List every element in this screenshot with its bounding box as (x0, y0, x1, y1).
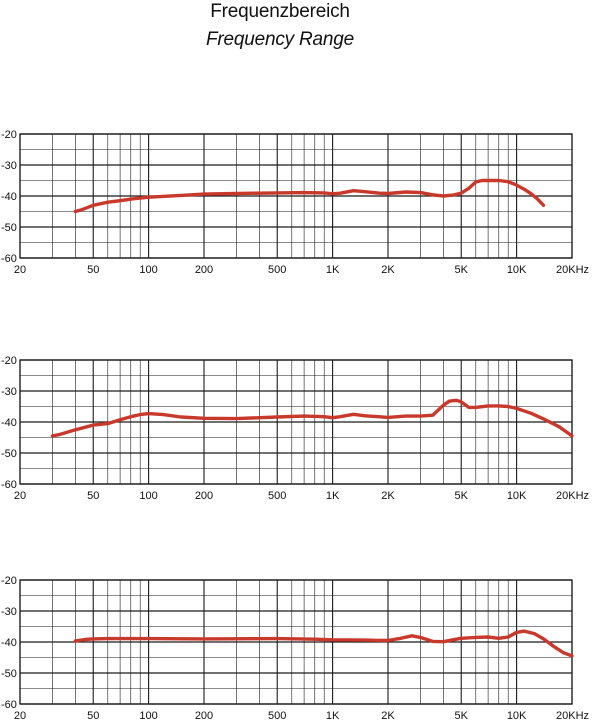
y-tick-label: -20 (1, 129, 17, 141)
y-tick-label: -30 (1, 386, 17, 398)
x-tick-label: 2K (381, 490, 395, 502)
y-tick-label: -40 (1, 417, 17, 429)
frequency-response-line (73, 629, 574, 658)
x-tick-label: 50 (87, 710, 99, 722)
frequency-response-line (73, 178, 546, 214)
x-tick-label: 200 (195, 264, 213, 276)
x-tick-label: 50 (87, 490, 99, 502)
title-english: Frequency Range (205, 29, 355, 50)
frequency-response-line (50, 398, 574, 438)
x-tick-label: 100 (139, 490, 157, 502)
y-tick-label: -60 (1, 479, 17, 491)
x-tick-label: 5K (454, 264, 468, 276)
grid (19, 579, 573, 705)
x-tick-label: 1K (326, 490, 340, 502)
grid (19, 133, 573, 259)
x-tick-label: 50 (87, 264, 99, 276)
y-tick-label: -20 (1, 575, 17, 587)
y-tick-label: -20 (1, 355, 17, 367)
x-tick-label: 500 (268, 490, 286, 502)
x-tick-label: 500 (268, 710, 286, 722)
x-tick-label: 1K (326, 264, 340, 276)
x-tick-label: 500 (268, 264, 286, 276)
x-tick-label: 2K (381, 710, 395, 722)
y-tick-label: -40 (1, 191, 17, 203)
x-tick-label: 10K (507, 264, 527, 276)
y-tick-label: -50 (1, 222, 17, 234)
y-tick-label: -30 (1, 606, 17, 618)
x-tick-label: 10K (507, 490, 527, 502)
x-tick-label: 2K (381, 264, 395, 276)
plot-frame (19, 133, 573, 259)
x-tick-label: 20 (14, 710, 26, 722)
x-tick-label: 10K (507, 710, 527, 722)
x-tick-label: 20 (14, 264, 26, 276)
x-tick-label: 100 (139, 710, 157, 722)
x-tick-label: 20KHz (556, 710, 589, 722)
x-tick-label: 20KHz (556, 490, 589, 502)
x-tick-label: 200 (195, 490, 213, 502)
y-tick-label: -50 (1, 448, 17, 460)
y-tick-label: -30 (1, 160, 17, 172)
plot-frame (19, 579, 573, 705)
x-tick-label: 100 (139, 264, 157, 276)
y-tick-label: -60 (1, 699, 17, 711)
y-tick-label: -60 (1, 253, 17, 265)
x-tick-label: 20KHz (556, 264, 589, 276)
plot-frame (19, 359, 573, 485)
y-tick-label: -50 (1, 668, 17, 680)
x-tick-label: 5K (454, 490, 468, 502)
x-tick-label: 200 (195, 710, 213, 722)
x-tick-label: 20 (14, 490, 26, 502)
title-german: Frequenzbereich (210, 1, 350, 22)
x-tick-label: 5K (454, 710, 468, 722)
grid (19, 359, 573, 485)
x-tick-label: 1K (326, 710, 340, 722)
y-tick-label: -40 (1, 637, 17, 649)
